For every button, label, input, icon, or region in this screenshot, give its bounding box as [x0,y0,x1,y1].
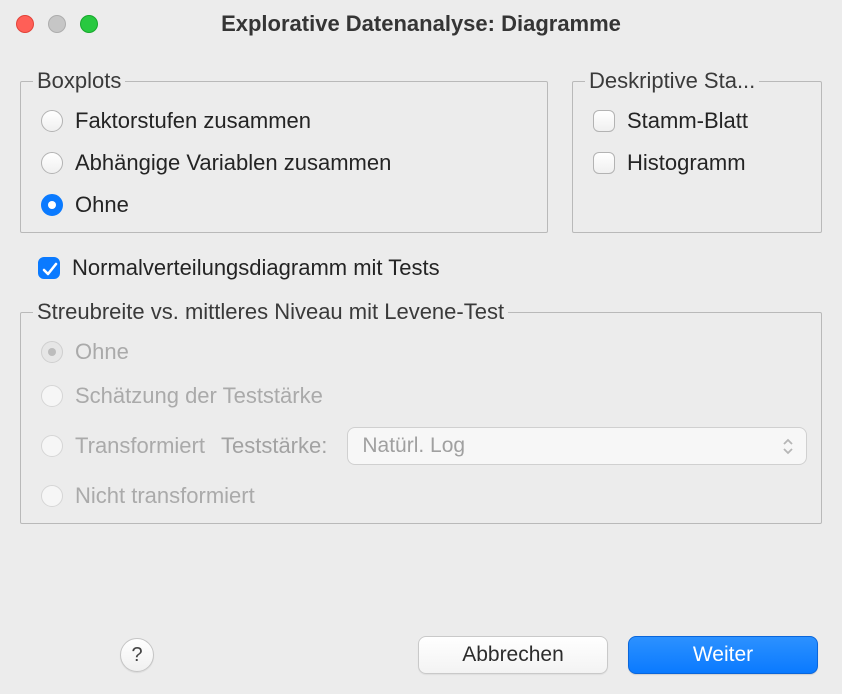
checkbox-icon [593,110,615,132]
group-boxplots-legend: Boxplots [33,68,125,94]
help-button[interactable]: ? [120,638,154,672]
dialog-window: Explorative Datenanalyse: Diagramme Boxp… [0,0,842,694]
group-descriptive-legend: Deskriptive Sta... [585,68,759,94]
checkbox-label: Stamm-Blatt [627,108,748,134]
group-boxplots: Boxplots Faktorstufen zusammen Abhängige… [20,68,548,233]
button-label: Weiter [693,643,753,667]
group-spread-legend: Streubreite vs. mittleres Niveau mit Lev… [33,299,508,325]
continue-button[interactable]: Weiter [628,636,818,674]
radio-icon [41,152,63,174]
power-label: Teststärke: [221,433,327,459]
radio-icon [41,385,63,407]
radio-spread-transformed: Transformiert [41,433,205,459]
checkbox-icon [38,257,60,279]
radio-label: Abhängige Variablen zusammen [75,150,391,176]
zoom-window-button[interactable] [80,15,98,33]
close-window-button[interactable] [16,15,34,33]
traffic-lights [16,15,98,33]
checkbox-stem-leaf[interactable]: Stamm-Blatt [593,108,807,134]
power-select: Natürl. Log [347,427,807,465]
cancel-button[interactable]: Abbrechen [418,636,608,674]
radio-spread-untransformed: Nicht transformiert [41,483,807,509]
radio-icon [41,435,63,457]
minimize-window-button[interactable] [48,15,66,33]
radio-boxplots-together[interactable]: Faktorstufen zusammen [41,108,533,134]
dialog-content: Boxplots Faktorstufen zusammen Abhängige… [0,48,842,524]
radio-icon [41,341,63,363]
help-icon: ? [131,644,142,667]
top-row: Boxplots Faktorstufen zusammen Abhängige… [20,68,822,233]
radio-spread-none: Ohne [41,339,807,365]
button-label: Abbrechen [462,643,564,667]
radio-icon [41,110,63,132]
window-title: Explorative Datenanalyse: Diagramme [0,11,842,37]
dialog-footer: ? Abbrechen Weiter [0,636,842,674]
radio-spread-power-est: Schätzung der Teststärke [41,383,807,409]
radio-icon [41,194,63,216]
radio-label: Faktorstufen zusammen [75,108,311,134]
radio-boxplots-dependents[interactable]: Abhängige Variablen zusammen [41,150,533,176]
radio-label: Ohne [75,192,129,218]
chevron-up-down-icon [782,438,794,455]
checkbox-label: Normalverteilungsdiagramm mit Tests [72,255,440,281]
checkbox-normality-plots[interactable]: Normalverteilungsdiagramm mit Tests [38,255,822,281]
titlebar: Explorative Datenanalyse: Diagramme [0,0,842,48]
radio-boxplots-none[interactable]: Ohne [41,192,533,218]
radio-label: Transformiert [75,433,205,459]
checkbox-histogram[interactable]: Histogramm [593,150,807,176]
radio-label: Ohne [75,339,129,365]
checkbox-label: Histogramm [627,150,746,176]
power-select-value: Natürl. Log [362,434,465,458]
group-descriptive: Deskriptive Sta... Stamm-Blatt Histogram… [572,68,822,233]
radio-label: Schätzung der Teststärke [75,383,323,409]
checkbox-icon [593,152,615,174]
radio-label: Nicht transformiert [75,483,255,509]
radio-icon [41,485,63,507]
group-spread-level: Streubreite vs. mittleres Niveau mit Lev… [20,299,822,524]
